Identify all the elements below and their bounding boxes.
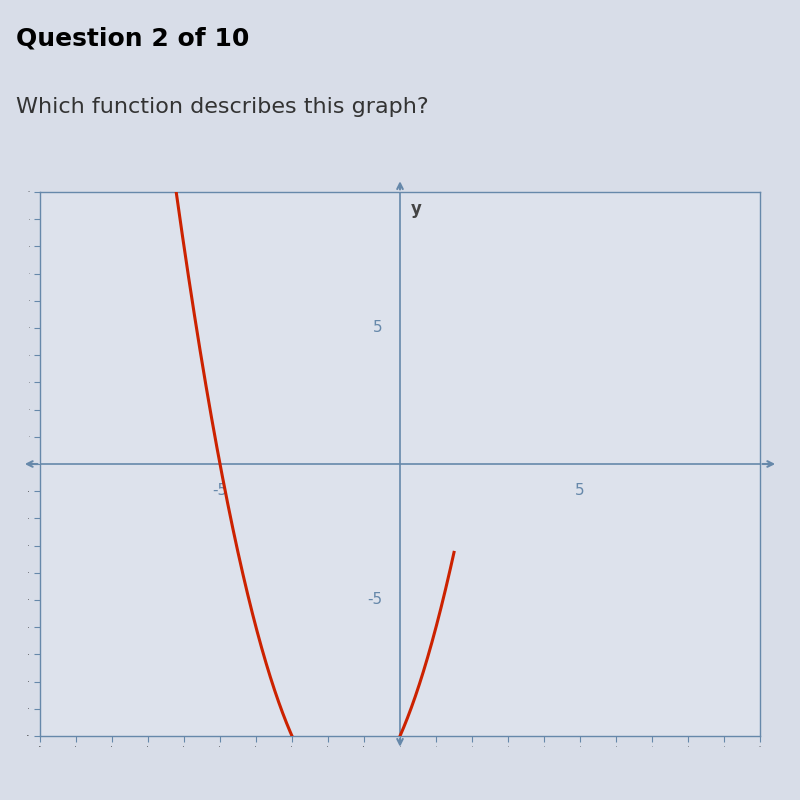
Text: 5: 5 xyxy=(372,321,382,335)
Text: y: y xyxy=(411,200,422,218)
Text: -5: -5 xyxy=(367,593,382,607)
Text: 5: 5 xyxy=(575,483,585,498)
Text: -5: -5 xyxy=(213,483,227,498)
Text: Question 2 of 10: Question 2 of 10 xyxy=(16,26,250,50)
Text: Which function describes this graph?: Which function describes this graph? xyxy=(16,97,429,117)
